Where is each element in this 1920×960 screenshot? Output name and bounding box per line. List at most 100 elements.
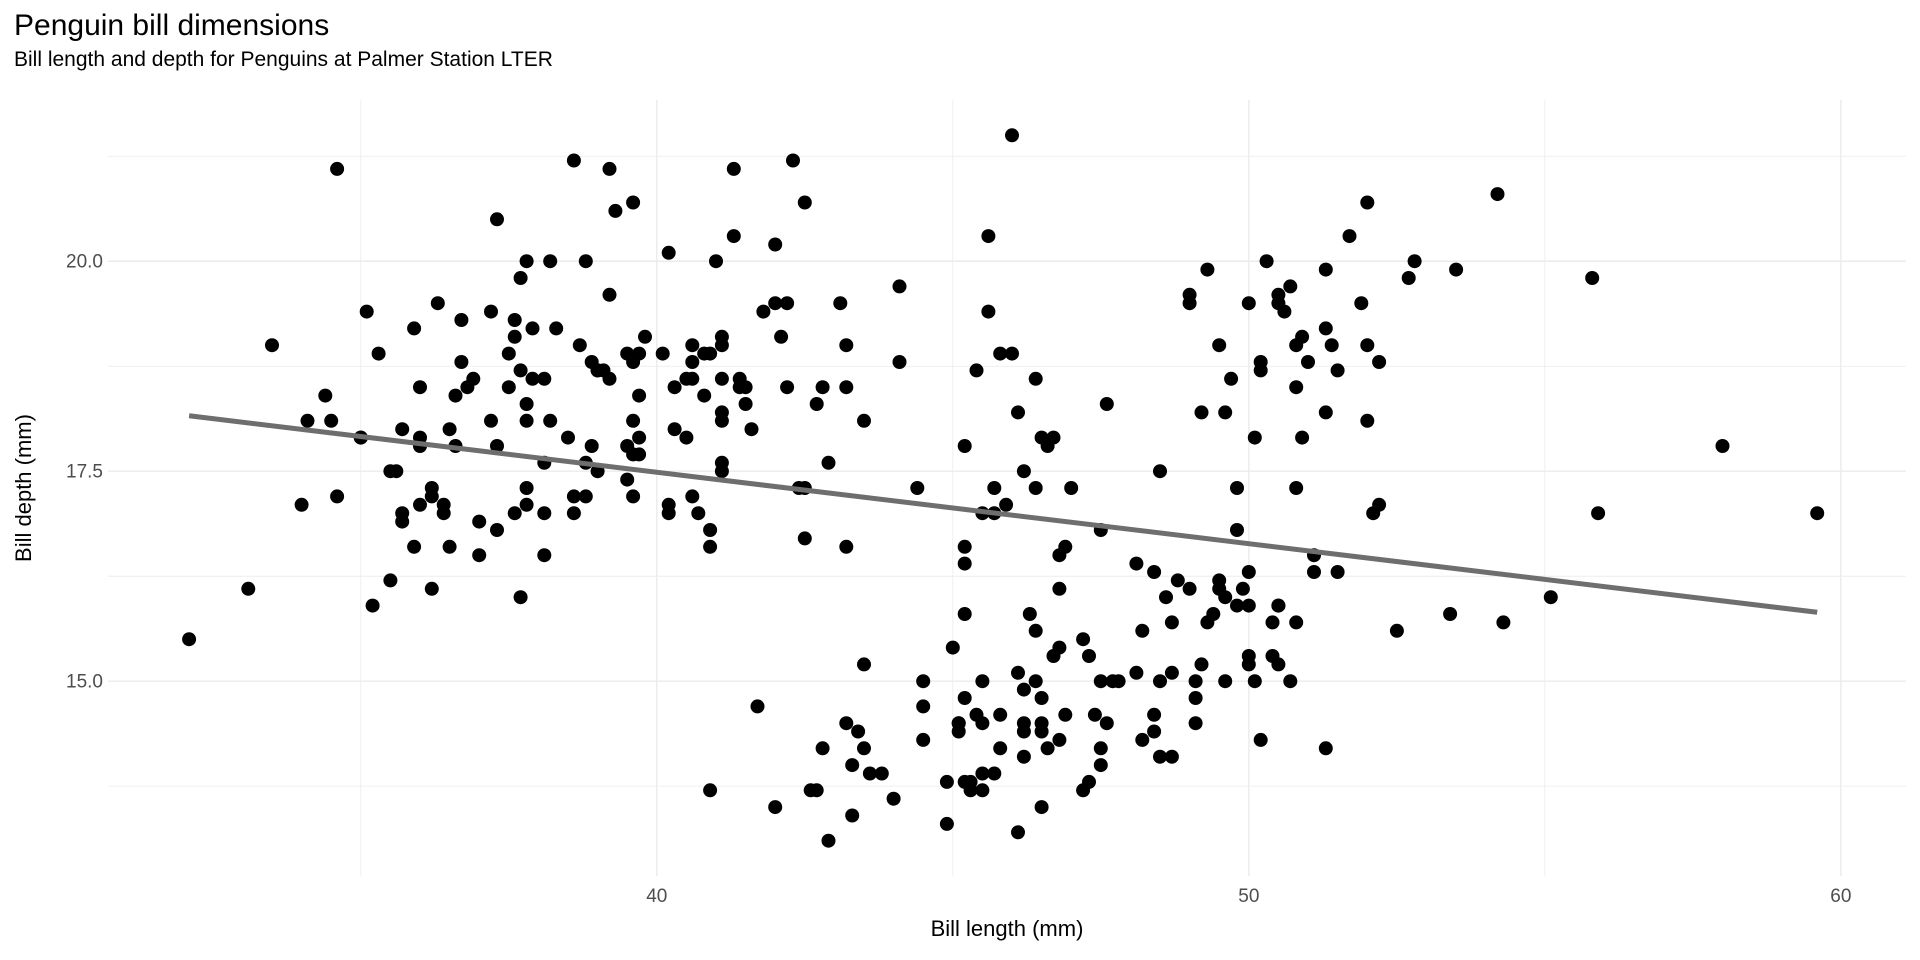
data-point — [407, 321, 422, 336]
data-point — [537, 548, 552, 563]
data-point — [714, 413, 729, 428]
data-point — [993, 741, 1008, 756]
data-point — [566, 153, 581, 168]
data-point — [993, 707, 1008, 722]
data-point — [809, 783, 824, 798]
data-point — [987, 766, 1002, 781]
data-point — [1011, 825, 1025, 840]
data-point — [1105, 674, 1120, 689]
data-point — [857, 741, 871, 756]
data-point — [442, 539, 457, 554]
data-point — [957, 774, 972, 789]
minor-gridlines — [108, 100, 1906, 876]
data-point — [910, 481, 925, 495]
data-point — [1253, 732, 1268, 747]
data-point — [685, 355, 700, 369]
data-point — [590, 363, 605, 378]
data-point — [1271, 657, 1286, 672]
data-point — [738, 397, 753, 411]
data-point — [1040, 741, 1055, 756]
data-point — [916, 674, 931, 689]
data-point — [1034, 691, 1049, 705]
data-point — [1283, 279, 1298, 294]
data-point — [1182, 287, 1197, 302]
data-point — [1289, 338, 1304, 353]
y-axis-tick-labels: 15.0 17.5 20.0 — [66, 252, 103, 693]
data-point — [472, 548, 487, 563]
data-point — [845, 758, 860, 773]
data-point — [549, 321, 564, 336]
y-tick-label: 15.0 — [66, 672, 103, 693]
data-point — [774, 329, 789, 344]
chart-subtitle: Bill length and depth for Penguins at Pa… — [14, 48, 553, 71]
data-point — [602, 371, 617, 386]
data-point — [632, 430, 647, 445]
data-point — [916, 732, 931, 747]
data-point — [454, 313, 469, 327]
data-point — [1324, 338, 1339, 353]
data-point — [939, 774, 954, 789]
data-point — [1318, 262, 1333, 277]
data-point — [1289, 380, 1304, 395]
data-point — [1289, 481, 1304, 495]
data-point — [1028, 481, 1043, 495]
data-point — [572, 338, 587, 353]
data-point — [1241, 649, 1256, 663]
data-point — [839, 716, 854, 731]
data-point — [1052, 732, 1067, 747]
data-point — [1028, 623, 1043, 638]
data-point — [957, 556, 972, 571]
data-point — [768, 800, 783, 815]
data-point — [1360, 195, 1375, 210]
data-point — [1372, 497, 1387, 512]
data-point — [744, 422, 759, 437]
data-point — [241, 581, 256, 596]
data-point — [892, 279, 907, 294]
data-point — [490, 439, 504, 453]
data-point — [484, 304, 498, 319]
data-point — [1230, 481, 1244, 495]
x-axis-tick-labels: 40 50 60 — [646, 886, 1851, 907]
data-point — [667, 422, 682, 437]
data-point — [1218, 405, 1233, 420]
data-point — [490, 212, 504, 227]
data-point — [1016, 682, 1031, 697]
data-point — [1212, 338, 1227, 353]
data-point — [424, 581, 439, 596]
data-point — [430, 296, 445, 311]
data-point — [1058, 707, 1073, 722]
data-point — [1585, 271, 1600, 285]
data-point — [1076, 632, 1091, 647]
data-point — [1212, 581, 1227, 596]
data-point — [1407, 254, 1422, 269]
data-point — [300, 413, 315, 428]
data-point — [1147, 707, 1162, 722]
x-tick-label: 40 — [646, 886, 667, 907]
data-point — [1194, 405, 1209, 420]
data-point — [857, 657, 871, 672]
data-point — [661, 497, 676, 512]
data-point — [1099, 716, 1114, 731]
data-point — [1129, 665, 1144, 680]
data-point — [507, 313, 522, 327]
data-point — [584, 439, 599, 453]
data-point — [1543, 590, 1558, 605]
data-point — [632, 388, 647, 403]
data-point — [661, 245, 676, 260]
data-point — [561, 430, 575, 445]
data-point — [395, 422, 410, 437]
data-point — [566, 489, 581, 504]
x-axis-title: Bill length (mm) — [930, 916, 1084, 941]
data-point — [857, 413, 871, 428]
data-point — [1147, 565, 1162, 579]
data-point — [424, 489, 439, 504]
data-point — [892, 355, 907, 369]
data-point — [1164, 749, 1179, 764]
data-point — [1241, 296, 1256, 311]
data-point — [1206, 607, 1221, 621]
data-point — [975, 783, 990, 798]
x-tick-label: 60 — [1830, 886, 1851, 907]
data-point — [886, 791, 901, 806]
data-point — [1188, 674, 1203, 689]
data-point — [862, 766, 877, 781]
